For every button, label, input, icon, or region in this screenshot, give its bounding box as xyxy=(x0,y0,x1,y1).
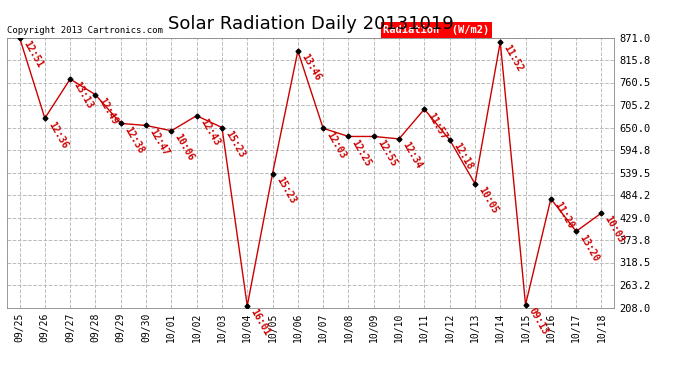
Text: Solar Radiation Daily 20131019: Solar Radiation Daily 20131019 xyxy=(168,15,453,33)
Text: Copyright 2013 Cartronics.com: Copyright 2013 Cartronics.com xyxy=(7,26,163,35)
Text: 12:03: 12:03 xyxy=(324,130,348,160)
Text: 13:46: 13:46 xyxy=(299,53,323,83)
Text: 12:55: 12:55 xyxy=(375,138,399,168)
Text: 12:25: 12:25 xyxy=(350,138,373,168)
Text: 16:01: 16:01 xyxy=(248,307,272,338)
Text: 10:06: 10:06 xyxy=(172,132,196,163)
Text: Radiation  (W/m2): Radiation (W/m2) xyxy=(384,25,490,35)
Text: 12:49: 12:49 xyxy=(97,96,120,126)
Text: 12:38: 12:38 xyxy=(122,125,146,155)
Text: 12:43: 12:43 xyxy=(198,117,221,147)
Text: 12:18: 12:18 xyxy=(451,141,475,171)
Text: 10:05: 10:05 xyxy=(476,185,500,216)
Text: 11:57: 11:57 xyxy=(426,111,449,141)
Text: 12:51: 12:51 xyxy=(21,39,44,69)
Text: 15:23: 15:23 xyxy=(274,175,297,206)
Text: 13:13: 13:13 xyxy=(72,80,95,111)
Text: 15:23: 15:23 xyxy=(224,129,247,159)
Text: 11:52: 11:52 xyxy=(502,44,525,74)
Text: 12:34: 12:34 xyxy=(400,140,424,171)
Text: 09:13: 09:13 xyxy=(527,306,551,336)
Text: 12:36: 12:36 xyxy=(46,120,70,150)
Text: 11:20: 11:20 xyxy=(552,200,575,231)
Text: 10:03: 10:03 xyxy=(603,214,627,245)
Text: 13:20: 13:20 xyxy=(578,233,601,263)
Text: 12:47: 12:47 xyxy=(148,127,171,157)
